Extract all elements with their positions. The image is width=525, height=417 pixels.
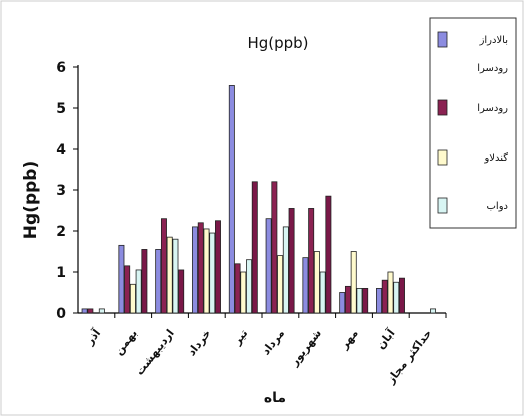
legend: بالادراز رودسرا رودسرا گندلاو دواب: [429, 17, 517, 229]
legend-label: بالادراز: [479, 35, 508, 46]
bar: [362, 287, 369, 314]
bar: [118, 244, 125, 314]
bar: [166, 236, 173, 314]
bar: [356, 287, 363, 314]
bar: [325, 195, 332, 314]
y-tick-label: 2: [56, 224, 66, 240]
bar: [282, 226, 289, 314]
bar: [376, 287, 382, 314]
bar: [155, 249, 162, 314]
y-tick-label: 0: [56, 306, 66, 322]
bar: [135, 269, 142, 314]
bar: [98, 308, 105, 314]
bar: [302, 257, 309, 314]
bar: [81, 308, 88, 314]
bar: [215, 220, 221, 314]
bar: [160, 218, 167, 314]
bar: [240, 271, 247, 314]
bar: [319, 271, 326, 314]
bar: [271, 181, 278, 314]
bar: [246, 259, 253, 314]
y-tick-label: 4: [56, 142, 66, 158]
bar: [141, 249, 148, 314]
bar: [251, 181, 258, 314]
bar: [339, 292, 346, 314]
bar: [124, 265, 131, 314]
bar: [87, 308, 94, 314]
y-tick-label: 6: [56, 60, 66, 76]
legend-label: گندلاو: [483, 152, 508, 164]
legend-label: رودسرا: [477, 103, 508, 114]
bar: [430, 308, 437, 314]
bar: [178, 269, 185, 314]
bar: [393, 281, 400, 314]
y-tick-label: 3: [56, 183, 66, 199]
bar: [192, 226, 198, 314]
bar: [172, 238, 179, 314]
x-axis-label: ماه: [264, 390, 286, 406]
bar: [129, 283, 136, 314]
bar: [313, 251, 320, 314]
legend-label: دواب: [487, 201, 508, 212]
y-tick-label: 1: [56, 265, 66, 281]
bar: [308, 208, 315, 314]
bar: [387, 271, 394, 314]
legend-swatch: [437, 197, 448, 214]
legend-swatch: [437, 149, 448, 166]
bar: [277, 255, 284, 314]
legend-box: [429, 17, 517, 229]
bar: [203, 228, 210, 314]
chart-title: Hg(ppb): [247, 34, 308, 52]
y-tick-label: 5: [56, 101, 66, 117]
legend-label: رودسرا: [477, 63, 508, 74]
bar: [288, 208, 295, 314]
legend-swatch: [437, 99, 448, 116]
bar: [234, 263, 241, 314]
bar: [399, 277, 405, 314]
bar: [228, 85, 235, 314]
bar: [344, 285, 351, 314]
bar: [381, 279, 388, 314]
bar: [350, 251, 357, 314]
y-axis-label: Hg(ppb): [21, 161, 41, 239]
legend-swatch: [437, 31, 448, 48]
bar: [209, 232, 216, 314]
bar: [265, 218, 272, 314]
bar: [197, 222, 204, 314]
